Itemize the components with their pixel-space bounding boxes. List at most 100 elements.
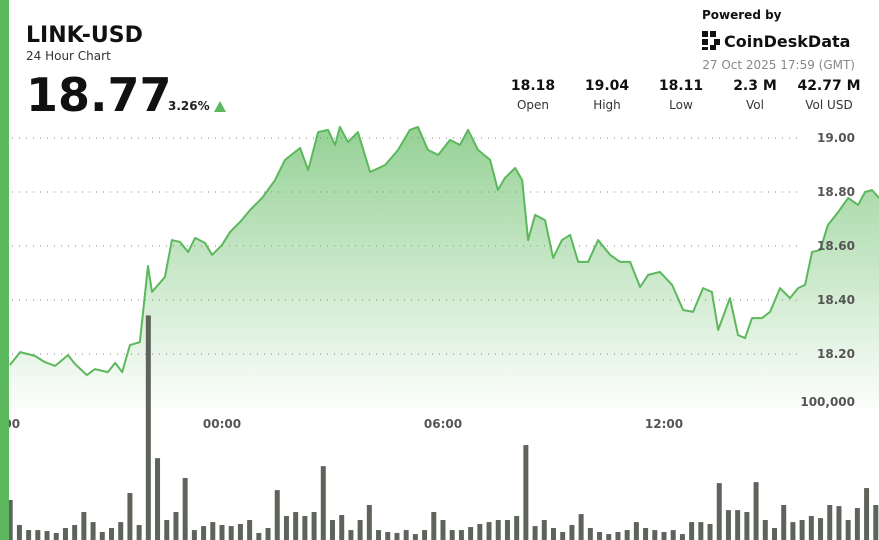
- volume-bar: [827, 505, 833, 540]
- volume-bar: [514, 516, 520, 540]
- volume-bar: [725, 510, 731, 540]
- volume-bar: [799, 520, 805, 540]
- volume-bar: [127, 493, 133, 540]
- volume-bar: [283, 516, 289, 540]
- volume-bar: [109, 528, 114, 540]
- volume-bar: [477, 524, 483, 540]
- volume-bar: [504, 520, 510, 540]
- change: 3.26%: [168, 99, 210, 113]
- stat-label: Vol: [746, 98, 764, 112]
- volume-bar: [679, 534, 685, 540]
- brand-name: CoinDesk: [724, 32, 808, 51]
- volume-bar: [201, 526, 207, 540]
- stats: 18.18 Open 19.04 High 18.11 Low 2.3 M Vol 42.77 …: [511, 78, 861, 112]
- volume-bar: [357, 520, 363, 540]
- volume-bar: [320, 466, 326, 540]
- volume-bar: [44, 531, 50, 540]
- volume-bar: [118, 522, 124, 540]
- accent-bar: [0, 0, 9, 540]
- volume-bar: [541, 520, 547, 540]
- volume-bar: [560, 532, 566, 540]
- price: 18.77: [26, 68, 172, 122]
- volume-bar: [256, 532, 262, 540]
- volume-bar: [394, 532, 400, 540]
- stat-value: 18.18: [511, 78, 555, 94]
- volume-bar: [652, 530, 658, 540]
- volume-bar: [7, 500, 13, 540]
- volume-bar: [495, 520, 501, 540]
- x-tick-label: 00:00: [203, 417, 241, 431]
- volume-bar: [633, 522, 639, 540]
- volume-bar: [72, 524, 78, 540]
- volume-bar: [145, 315, 151, 540]
- volume-bar: [772, 528, 777, 540]
- price-area: [9, 126, 879, 408]
- volume-bar: [53, 532, 59, 540]
- y-tick-label: 18.20: [817, 347, 855, 361]
- volume-bar: [615, 532, 621, 540]
- volume-bar: [99, 532, 105, 540]
- stat-value: 2.3 M: [733, 78, 777, 94]
- volume-bar: [790, 522, 796, 540]
- volume-bar: [698, 522, 704, 540]
- subtitle: 24 Hour Chart: [26, 49, 111, 63]
- up-arrow: [214, 101, 226, 112]
- volume-bar: [422, 530, 428, 540]
- stat-value: 42.77 M: [797, 78, 860, 94]
- volume-bar: [551, 528, 556, 540]
- volume-bar: [523, 445, 529, 540]
- volume-bar: [376, 530, 382, 540]
- volume-bar: [606, 534, 612, 540]
- volume-bar: [219, 524, 225, 540]
- y-tick-label: 18.40: [817, 293, 855, 307]
- volume-bar: [735, 510, 741, 540]
- stat-value: 18.11: [659, 78, 703, 94]
- volume-bar: [808, 516, 814, 540]
- volume-bar: [864, 488, 870, 540]
- volume-bar: [237, 524, 243, 540]
- volume-bar: [155, 458, 161, 540]
- volume-bar: [274, 490, 280, 540]
- volume-bar: [16, 524, 22, 540]
- volume-bar: [643, 528, 649, 540]
- volume-bar: [449, 530, 455, 540]
- volume-bar: [265, 528, 271, 540]
- volume-bar: [486, 522, 492, 540]
- volume-bar: [836, 506, 842, 540]
- stat-value: 19.04: [585, 78, 630, 94]
- timestamp: 27 Oct 2025 17:59 (GMT): [702, 58, 855, 72]
- volume-bar: [62, 528, 68, 540]
- volume-bar: [311, 512, 317, 540]
- stat-label: Low: [669, 98, 693, 112]
- brand-icon: [702, 31, 720, 50]
- volume-bar: [302, 516, 308, 540]
- volume-bar: [744, 512, 750, 540]
- volume-bar: [136, 524, 142, 540]
- volume-bar: [670, 530, 676, 540]
- volume-bar: [228, 526, 234, 540]
- volume-bar: [569, 524, 575, 540]
- volume-bar: [707, 524, 713, 540]
- volume-bar: [35, 530, 41, 540]
- volume-bar: [293, 512, 299, 540]
- volume-bar: [689, 522, 695, 540]
- volume-bar: [532, 526, 538, 540]
- volume-bar: [210, 522, 216, 540]
- marks-layer: [7, 125, 879, 540]
- volume-bar: [716, 483, 722, 540]
- volume-bar: [385, 532, 391, 540]
- volume-bar: [366, 505, 372, 540]
- volume-bar: [90, 522, 96, 540]
- y-tick-label: 18.60: [817, 239, 855, 253]
- plot: 19.0018.8018.6018.4018.2018:0000:0006:00…: [0, 125, 879, 540]
- volume-bar: [247, 520, 253, 540]
- stat-label: Open: [517, 98, 549, 112]
- volume-bar: [191, 530, 197, 540]
- volume-bar: [440, 520, 446, 540]
- volume-bar: [412, 534, 418, 540]
- volume-bar: [818, 518, 824, 540]
- y-tick-label: 19.00: [817, 131, 855, 145]
- stat-label: High: [593, 98, 621, 112]
- volume-bar: [81, 512, 87, 540]
